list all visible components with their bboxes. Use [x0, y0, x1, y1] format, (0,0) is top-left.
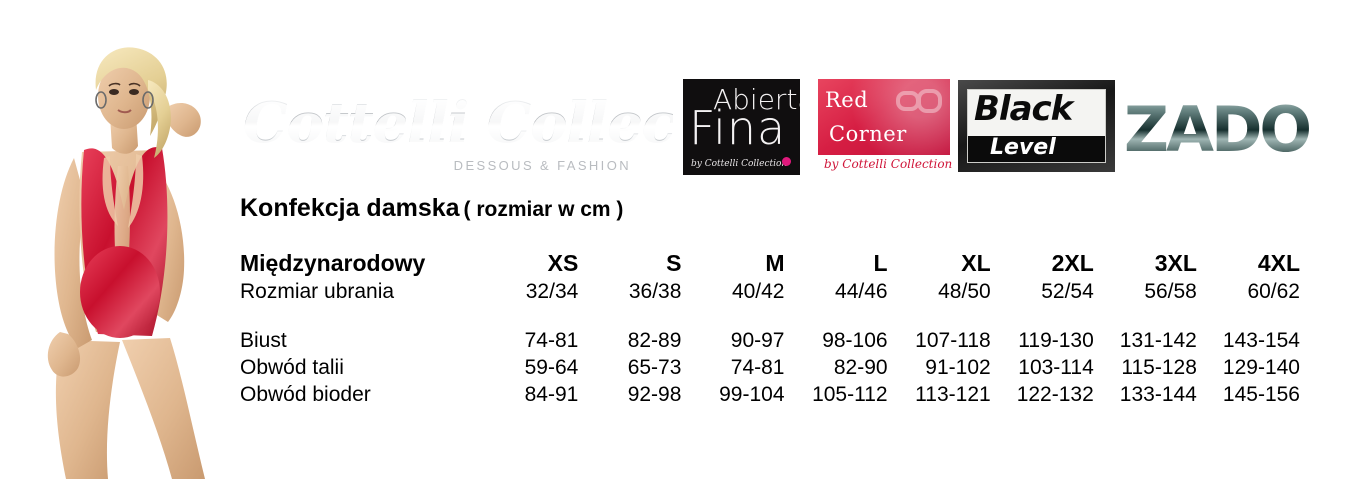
page-title: Konfekcja damska( rozmiar w cm ) [240, 194, 623, 223]
size-chart-table: Międzynarodowy XS S M L XL 2XL 3XL 4XL R… [240, 248, 1300, 408]
logo-zado: ZADO [1124, 92, 1314, 172]
row-label-international: Międzynarodowy [240, 250, 426, 276]
red-corner-line1: Red [825, 88, 869, 112]
table-row-waist: Obwód talii 59-64 65-73 74-81 82-90 91-1… [240, 354, 1300, 381]
table-row-international: Międzynarodowy XS S M L XL 2XL 3XL 4XL [240, 248, 1300, 278]
cell-bust-4xl: 143-154 [1222, 329, 1300, 352]
cell-clothing-size-2xl: 52/54 [1041, 280, 1094, 303]
cell-hips-2xl: 122-132 [1016, 383, 1094, 406]
cell-bust-2xl: 119-130 [1018, 329, 1094, 352]
row-label-clothing-size: Rozmiar ubrania [240, 280, 395, 303]
cell-waist-l: 82-90 [833, 356, 888, 379]
size-header-s: S [666, 250, 682, 276]
table-row-clothing-size: Rozmiar ubrania 32/34 36/38 40/42 44/46 … [240, 278, 1300, 305]
cell-hips-xs: 84-91 [524, 383, 579, 406]
row-label-hips: Obwód bioder [240, 383, 371, 406]
cell-clothing-size-m: 40/42 [731, 280, 785, 303]
cell-waist-2xl: 103-114 [1018, 356, 1094, 379]
size-header-l: L [873, 250, 888, 276]
black-level-bar [968, 136, 1105, 162]
cell-bust-l: 98-106 [822, 329, 888, 352]
abierta-fina-line1: Abierta [713, 83, 800, 116]
table-row-hips: Obwód bioder 84-91 92-98 99-104 105-112 … [240, 381, 1300, 408]
abierta-fina-dot-icon [782, 157, 791, 166]
table-row-spacer [240, 305, 1300, 327]
cell-waist-4xl: 129-140 [1222, 356, 1300, 379]
cell-hips-xl: 113-121 [915, 383, 991, 406]
red-corner-byline: by Cottelli Collection [824, 157, 953, 171]
cell-clothing-size-3xl: 56/58 [1144, 280, 1197, 303]
red-corner-wordmark: Red Corner [825, 83, 907, 151]
cell-hips-s: 92-98 [627, 383, 682, 406]
cell-bust-m: 90-97 [730, 329, 785, 352]
size-header-m: M [765, 250, 785, 276]
page-title-subtitle: ( rozmiar w cm ) [463, 198, 624, 221]
cottelli-script-text: Cottelli Collection [243, 90, 797, 156]
cell-clothing-size-4xl: 60/62 [1247, 280, 1300, 303]
cell-waist-xl: 91-102 [925, 356, 991, 379]
zado-wordmark: ZADO [1124, 92, 1314, 168]
cell-hips-l: 105-112 [812, 383, 888, 406]
cottelli-tagline: DESSOUS & FASHION [453, 158, 631, 173]
abierta-fina-byline: by Cottelli Collection [691, 159, 788, 169]
size-header-4xl: 4XL [1257, 250, 1300, 276]
black-level-line2: Level [990, 135, 1056, 160]
cell-bust-3xl: 131-142 [1119, 329, 1197, 352]
cell-clothing-size-xs: 32/34 [525, 280, 579, 303]
logo-red-corner: Red Corner by Cottelli Collection [818, 79, 953, 175]
cell-hips-4xl: 145-156 [1222, 383, 1300, 406]
size-header-3xl: 3XL [1154, 250, 1197, 276]
cell-hips-3xl: 133-144 [1119, 383, 1197, 406]
cell-clothing-size-l: 44/46 [835, 280, 888, 303]
logo-abierta-fina: Abierta Fina by Cottelli Collection [683, 79, 800, 175]
black-level-line1: Black [974, 89, 1073, 129]
size-header-xl: XL [961, 250, 991, 276]
cell-waist-3xl: 115-128 [1121, 356, 1197, 379]
red-corner-panel: Red Corner [818, 79, 950, 155]
model-photo [0, 40, 230, 479]
cell-bust-xs: 74-81 [524, 329, 579, 352]
size-header-xs: XS [547, 250, 579, 276]
red-corner-line2: Corner [829, 122, 907, 146]
cell-waist-s: 65-73 [627, 356, 682, 379]
abierta-fina-line2: Fina [689, 101, 787, 155]
size-header-2xl: 2XL [1051, 250, 1094, 276]
handcuff-icon [896, 89, 942, 113]
cell-waist-m: 74-81 [730, 356, 785, 379]
cell-bust-s: 82-89 [627, 329, 682, 352]
page-title-main: Konfekcja damska [240, 194, 460, 222]
cell-waist-xs: 59-64 [524, 356, 579, 379]
black-level-frame: Black Level [967, 89, 1106, 163]
logo-black-level: Black Level [958, 80, 1115, 172]
logo-cottelli-collection: Cottelli Collection DESSOUS & FASHION [243, 90, 797, 184]
row-label-waist: Obwód talii [240, 356, 344, 379]
row-label-bust: Biust [240, 329, 287, 352]
cell-hips-m: 99-104 [719, 383, 785, 406]
cell-clothing-size-xl: 48/50 [938, 280, 991, 303]
table-row-bust: Biust 74-81 82-89 90-97 98-106 107-118 1… [240, 327, 1300, 354]
cell-clothing-size-s: 36/38 [628, 280, 682, 303]
cell-bust-xl: 107-118 [915, 329, 991, 352]
